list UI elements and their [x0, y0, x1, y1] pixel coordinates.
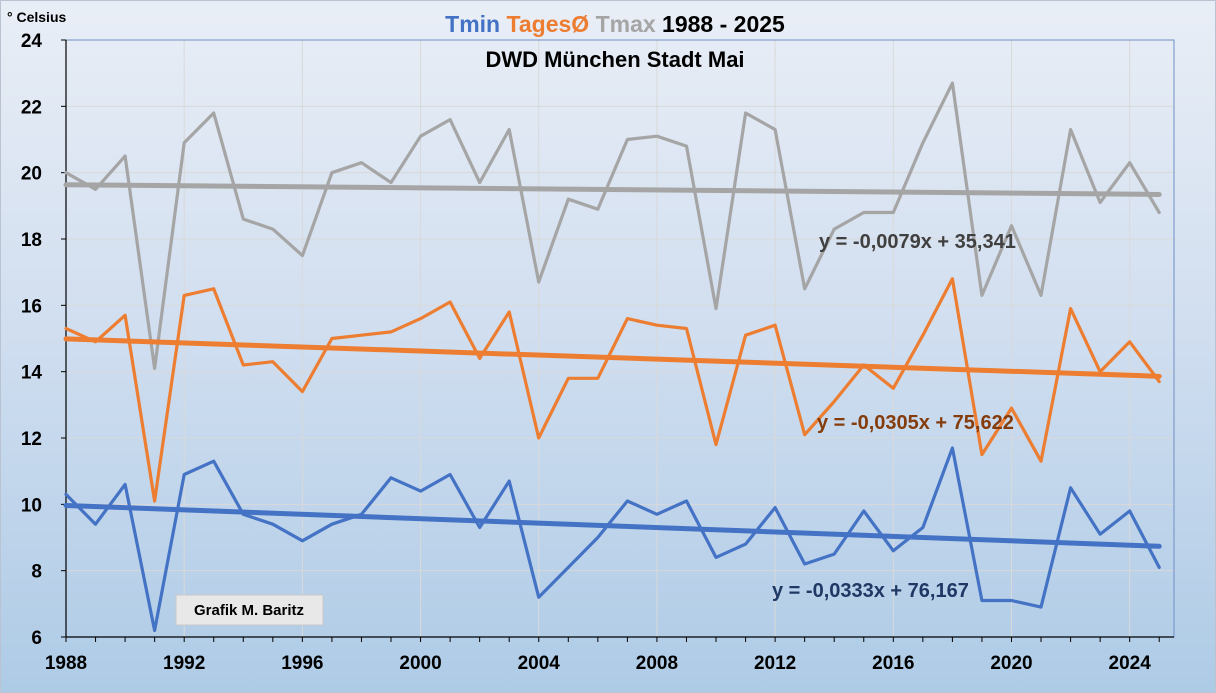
y-axis-unit-label: ° Celsius: [7, 9, 67, 25]
x-tick-label: 1992: [163, 653, 205, 674]
x-tick-labels: 1988 1992 1996 2000 2004 2008 2012 2016 2020 2024: [45, 653, 1151, 674]
title-tmax: Tmax: [596, 11, 656, 37]
series-line-mean: [64, 277, 1161, 503]
y-tick-label: 16: [21, 296, 42, 317]
gridlines: [66, 40, 1174, 637]
x-tick-label: 2000: [399, 653, 441, 674]
title-mean: TagesØ: [507, 11, 590, 37]
credit-text: Grafik M. Baritz: [194, 602, 304, 619]
y-tick-label: 22: [21, 97, 42, 118]
trendlines: [63, 182, 1162, 549]
x-tick-label: 2016: [872, 653, 914, 674]
chart-subtitle: DWD München Stadt Mai: [485, 47, 744, 72]
data-series: [64, 81, 1161, 633]
x-tick-label: 1996: [281, 653, 323, 674]
y-tick-label: 20: [21, 164, 42, 185]
y-tick-label: 24: [21, 31, 43, 52]
title-period: 1988 - 2025: [662, 11, 785, 37]
y-tick-label: 18: [21, 230, 42, 251]
title-tmin: Tmin: [445, 11, 500, 37]
x-tick-label: 1988: [45, 653, 87, 674]
x-tick-label: 2008: [636, 653, 678, 674]
series-line-tmax: [64, 81, 1161, 370]
tmax-trend-equation: y = -0,0079x + 35,341: [819, 231, 1016, 253]
credit-box: Grafik M. Baritz: [175, 594, 324, 626]
y-tick-label: 12: [21, 429, 42, 450]
x-tick-label: 2004: [518, 653, 561, 674]
x-tick-label: 2020: [990, 653, 1032, 674]
y-tick-label: 6: [31, 628, 42, 649]
x-tick-label: 2012: [754, 653, 796, 674]
y-tick-labels: 6 8 10 12 14 16 18 20 22 24: [21, 31, 43, 649]
y-tick-label: 14: [21, 363, 43, 384]
series-line-tmin: [64, 446, 1161, 633]
chart-title: Tmin TagesØ Tmax 1988 - 2025: [445, 11, 785, 37]
x-tick-label: 2024: [1109, 653, 1152, 674]
tmin-trend-equation: y = -0,0333x + 76,167: [772, 580, 969, 602]
trendline-mean: [63, 336, 1162, 379]
mean-trend-equation: y = -0,0305x + 75,622: [817, 412, 1014, 434]
y-tick-label: 10: [21, 495, 42, 516]
y-tick-label: 8: [31, 562, 42, 583]
trendline-tmin: [63, 502, 1162, 549]
trendline-tmax: [63, 182, 1162, 197]
